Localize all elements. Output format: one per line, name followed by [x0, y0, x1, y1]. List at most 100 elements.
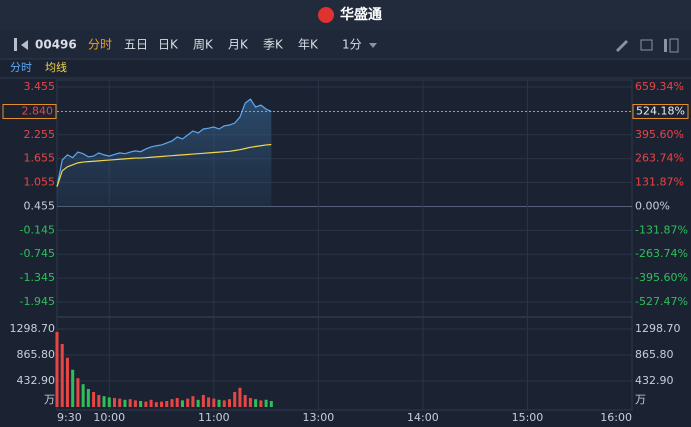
y-tick-label: -0.145 [20, 223, 55, 236]
last-change: 524.18% [636, 104, 685, 117]
volume-bar [207, 397, 211, 407]
volume-bar [170, 399, 174, 407]
avg-line [56, 143, 272, 187]
legend-avg: 均线 [45, 60, 67, 74]
y2-tick-label: 131.87% [635, 176, 684, 189]
tab[interactable]: 日K [158, 38, 179, 52]
volume-bar [102, 396, 106, 407]
vol-tick-label: 1298.70 [10, 322, 56, 335]
volume-bar [154, 402, 158, 407]
tab[interactable]: 分时 [88, 38, 112, 52]
vol-tick-label: 1298.70 [635, 322, 681, 335]
tab[interactable]: 月K [228, 38, 249, 52]
y-tick-label: 3.455 [24, 80, 56, 93]
y2-tick-label: -395.60% [635, 271, 688, 284]
volume-bar [123, 399, 127, 407]
volume-bar [259, 400, 263, 407]
y2-tick-label: -263.74% [635, 247, 688, 260]
y-tick-label: -1.345 [20, 271, 55, 284]
volume-bar [86, 388, 90, 407]
volume-bar [92, 391, 96, 407]
y2-tick-label: 263.74% [635, 152, 684, 165]
volume-bar [81, 384, 85, 407]
vol-tick-label: 432.90 [635, 374, 674, 387]
logo-text: 华盛通 [340, 6, 382, 23]
y-tick-label: 1.055 [24, 176, 56, 189]
volume-bar [264, 399, 268, 407]
y2-tick-label: 0.00% [635, 199, 670, 212]
logo-icon [318, 7, 334, 23]
y-tick-label: 2.255 [24, 128, 56, 141]
x-tick-label: 16:00 [600, 411, 632, 424]
x-tick-label: 9:30 [57, 411, 82, 424]
volume-bar [144, 401, 148, 407]
tab[interactable]: 五日 [124, 38, 148, 52]
volume-bar [60, 343, 64, 407]
x-tick-label: 15:00 [512, 411, 544, 424]
volume-bar [139, 400, 143, 407]
volume-bar [133, 400, 137, 407]
expand-icon[interactable] [640, 39, 653, 51]
volume-bar [113, 397, 116, 407]
volume-bar [233, 391, 237, 407]
y2-tick-label: -527.47% [635, 295, 688, 308]
price-area [57, 99, 272, 207]
volume-bar [65, 357, 69, 407]
volume-bar [201, 394, 205, 407]
tab[interactable]: 季K [263, 38, 284, 52]
x-tick-label: 11:00 [198, 411, 230, 424]
y-tick-label: -1.945 [20, 295, 55, 308]
tab[interactable]: 周K [193, 38, 214, 52]
volume-bar [243, 394, 247, 407]
side-icon[interactable] [664, 39, 667, 52]
last-price: 2.840 [22, 104, 54, 117]
volume-bar [180, 400, 184, 407]
y-tick-label: 0.455 [24, 199, 56, 212]
y2-tick-label: 659.34% [635, 80, 684, 93]
vol-tick-label: 432.90 [17, 374, 56, 387]
volume-bar [71, 369, 75, 407]
price-line [56, 98, 272, 187]
vol-tick-label: 865.80 [17, 348, 56, 361]
volume-bar [186, 398, 190, 407]
dropdown-arrow[interactable] [369, 43, 377, 48]
volume-bar [269, 400, 273, 407]
volume-bar [165, 400, 169, 407]
legend-price: 分时 [10, 61, 32, 74]
volume-bar [76, 378, 80, 407]
volume-bar [248, 397, 252, 407]
vol-tick-label: 865.80 [635, 348, 674, 361]
vol-unit: 万 [635, 393, 646, 406]
volume-bar [191, 396, 195, 407]
volume-bar [107, 397, 111, 407]
volume-bar [97, 394, 101, 407]
y2-tick-label: -131.87% [635, 223, 688, 236]
price-box [2, 103, 57, 119]
volume-bar [55, 331, 59, 407]
toolbar-icon[interactable] [21, 40, 28, 50]
y2-tick-label: 395.60% [635, 128, 684, 141]
edit-icon[interactable] [616, 40, 628, 52]
volume-bar [238, 387, 242, 407]
header-bar [0, 0, 691, 30]
volume-bar [228, 399, 231, 407]
change-box [632, 103, 689, 119]
volume-bar [217, 399, 221, 407]
volume-bar [118, 398, 122, 407]
tab[interactable]: 年K [298, 38, 319, 52]
stock-code: 00496 [35, 38, 77, 52]
volume-bar [160, 401, 164, 407]
y-tick-label: -0.745 [20, 247, 55, 260]
volume-bar [254, 399, 258, 407]
volume-bar [212, 398, 216, 407]
x-tick-label: 10:00 [93, 411, 125, 424]
volume-bar [149, 399, 153, 407]
toolbar-icon[interactable] [14, 38, 17, 51]
plot-frame [56, 79, 633, 411]
toolbar [0, 30, 691, 59]
x-tick-label: 14:00 [407, 411, 439, 424]
interval[interactable]: 1分 [342, 38, 362, 52]
side-icon[interactable] [669, 38, 679, 53]
vol-unit: 万 [44, 393, 55, 406]
y-tick-label: 1.655 [24, 152, 56, 165]
